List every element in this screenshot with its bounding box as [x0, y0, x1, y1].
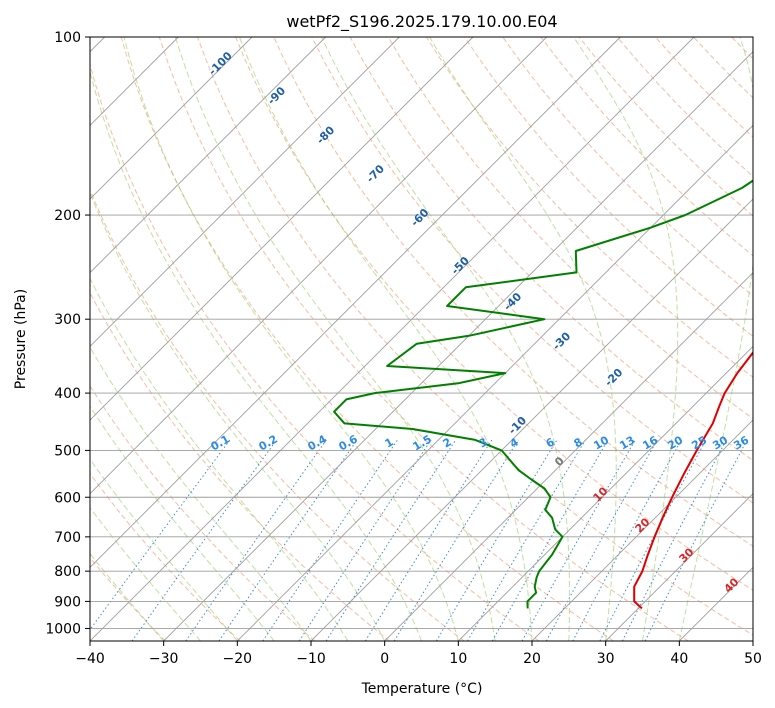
isotherm-line: [90, 37, 253, 200]
temperature-line: [633, 350, 753, 610]
x-tick-label: 0: [380, 651, 389, 667]
isotherm-line: [90, 37, 474, 421]
dry-adiabat: [120, 37, 614, 641]
moist-adiabat: [90, 277, 349, 641]
isotherm-line: [752, 640, 753, 641]
moist-adiabat: [90, 69, 422, 641]
dry-adiabat: [349, 37, 753, 462]
isotherm-line: [531, 419, 753, 641]
isotherm-line: [90, 37, 547, 495]
moist-adiabat: [573, 37, 679, 641]
y-tick-label: 900: [54, 594, 81, 610]
mixing-ratio-line: [545, 439, 658, 641]
moist-adiabat: [238, 37, 533, 641]
x-axis-ticks: −40 −30 −20 −10 0 10 20 30 40 50: [75, 641, 762, 667]
moist-adiabat: [678, 37, 753, 641]
y-tick-label: 1000: [45, 621, 81, 637]
dry-adiabat: [90, 472, 241, 641]
chart-title: wetPf2_S196.2025.179.10.00.E04: [286, 12, 557, 32]
dry-adiabat: [235, 37, 753, 591]
mixing-ratio-line: [218, 439, 358, 641]
x-tick-label: 40: [670, 651, 688, 667]
x-tick-label: −40: [75, 651, 105, 667]
isotherm-line: [90, 37, 400, 347]
isotherm-line: [605, 493, 753, 641]
mixing-ratio-line: [435, 439, 558, 641]
isotherm-line: [384, 272, 753, 641]
isotherm-line: [163, 51, 753, 641]
series-lines: [333, 179, 753, 610]
y-tick-label: 400: [54, 386, 81, 402]
dry-adiabat: [502, 37, 753, 297]
dry-adiabat: [90, 384, 316, 641]
mixing-ratio-line: [364, 439, 493, 641]
mixing-ratio-line: [644, 439, 748, 641]
dry-adiabat: [425, 37, 753, 378]
x-tick-label: 10: [449, 651, 467, 667]
x-tick-label: 50: [744, 651, 762, 667]
y-axis-ticks: 100 200 300 400 500 600 700 800 900 1000: [45, 30, 90, 637]
dry-adiabat: [90, 556, 166, 641]
y-tick-label: 100: [54, 30, 81, 46]
moist-adiabat: [90, 405, 275, 641]
y-tick-label: 600: [54, 490, 81, 506]
y-tick-label: 700: [54, 530, 81, 546]
mixing-ratio-line: [298, 439, 432, 641]
isotherm-line: [90, 37, 621, 568]
x-tick-label: 20: [523, 651, 541, 667]
dry-adiabat: [90, 62, 540, 641]
moist-adiabat: [174, 37, 496, 641]
y-tick-label: 200: [54, 208, 81, 224]
plot-frame: [89, 36, 754, 642]
plot-background: [90, 37, 753, 641]
x-tick-label: −10: [296, 651, 326, 667]
isotherm-line: [90, 37, 326, 274]
x-axis-title: Temperature (°C): [361, 681, 483, 697]
moist-adiabat: [90, 552, 165, 641]
y-axis-title: Pressure (hPa): [13, 289, 29, 389]
isotherm-line: [458, 345, 753, 641]
dry-adiabat: [197, 37, 753, 636]
x-tick-label: −30: [149, 651, 179, 667]
dry-adiabat: [90, 188, 465, 641]
y-tick-label: 500: [54, 443, 81, 459]
mixing-ratio-line: [325, 439, 457, 641]
isotherm-line: [237, 124, 753, 641]
dry-adiabat: [770, 37, 775, 641]
mixing-ratio-line: [467, 439, 586, 641]
y-tick-label: 800: [54, 564, 81, 580]
moist-adiabat: [123, 37, 459, 641]
x-tick-label: 30: [597, 651, 615, 667]
dewpoint-line: [333, 179, 753, 609]
moist-adiabat: [90, 458, 238, 641]
isotherm-line: [90, 37, 695, 641]
mixing-ratio-line: [262, 439, 399, 641]
dry-adiabat: [158, 37, 689, 641]
mixing-ratio-line: [185, 439, 327, 641]
x-tick-label: −20: [223, 651, 253, 667]
mixing-ratio-line: [90, 439, 231, 631]
moist-adiabat: [90, 506, 201, 641]
moist-adiabat: [90, 191, 386, 641]
moist-adiabat: [321, 37, 571, 641]
moist-adiabat: [429, 37, 617, 641]
isotherm-line: [310, 198, 753, 641]
mixing-ratio-line: [491, 439, 609, 641]
y-tick-label: 300: [54, 312, 81, 328]
dry-adiabat: [90, 291, 390, 641]
mixing-ratio-line: [521, 439, 636, 641]
